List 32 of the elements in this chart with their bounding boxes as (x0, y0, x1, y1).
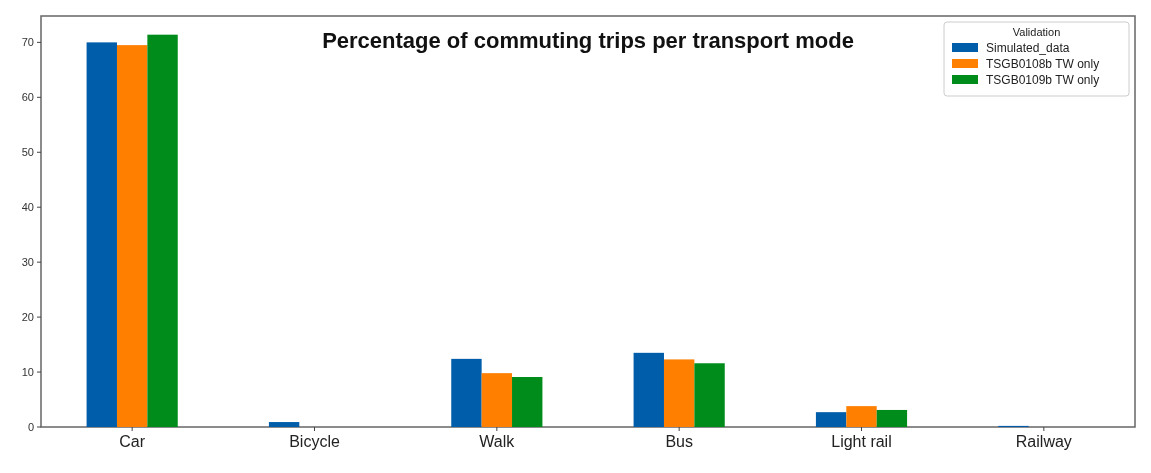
x-tick-label: Light rail (831, 433, 892, 450)
y-tick-label: 0 (27, 420, 34, 433)
bar (481, 373, 513, 427)
legend-label: TSGB0109b TW only (986, 73, 1100, 87)
text: Percentage of commuting trips per transport mode (322, 28, 854, 53)
bar (694, 363, 725, 427)
legend-label: Simulated_data (986, 41, 1070, 55)
bar (815, 412, 847, 427)
y-tick-label: 40 (21, 201, 34, 214)
bar (116, 45, 148, 427)
y-tick-label: 60 (21, 91, 34, 104)
x-tick-label: Bicycle (289, 433, 340, 450)
bar (876, 409, 908, 427)
x-tick-label: Walk (479, 433, 516, 450)
x-tick-label: Railway (1015, 433, 1072, 450)
legend-label: TSGB0108b TW only (986, 57, 1100, 71)
x-tick-label: Car (119, 433, 146, 450)
bar (451, 358, 482, 427)
bar (846, 406, 877, 427)
bar (512, 377, 543, 427)
bar (86, 42, 117, 427)
bar (663, 359, 695, 427)
y-tick-label: 30 (21, 256, 34, 269)
bar (633, 352, 664, 427)
y-tick-label: 50 (21, 146, 34, 159)
x-tick-label: Bus (665, 433, 693, 450)
bar (268, 422, 300, 427)
y-tick-label: 20 (21, 310, 34, 323)
y-tick-label: 10 (21, 365, 34, 378)
bar (147, 34, 178, 427)
y-tick-label: 70 (21, 36, 34, 49)
legend-title: Validation (1012, 26, 1061, 38)
